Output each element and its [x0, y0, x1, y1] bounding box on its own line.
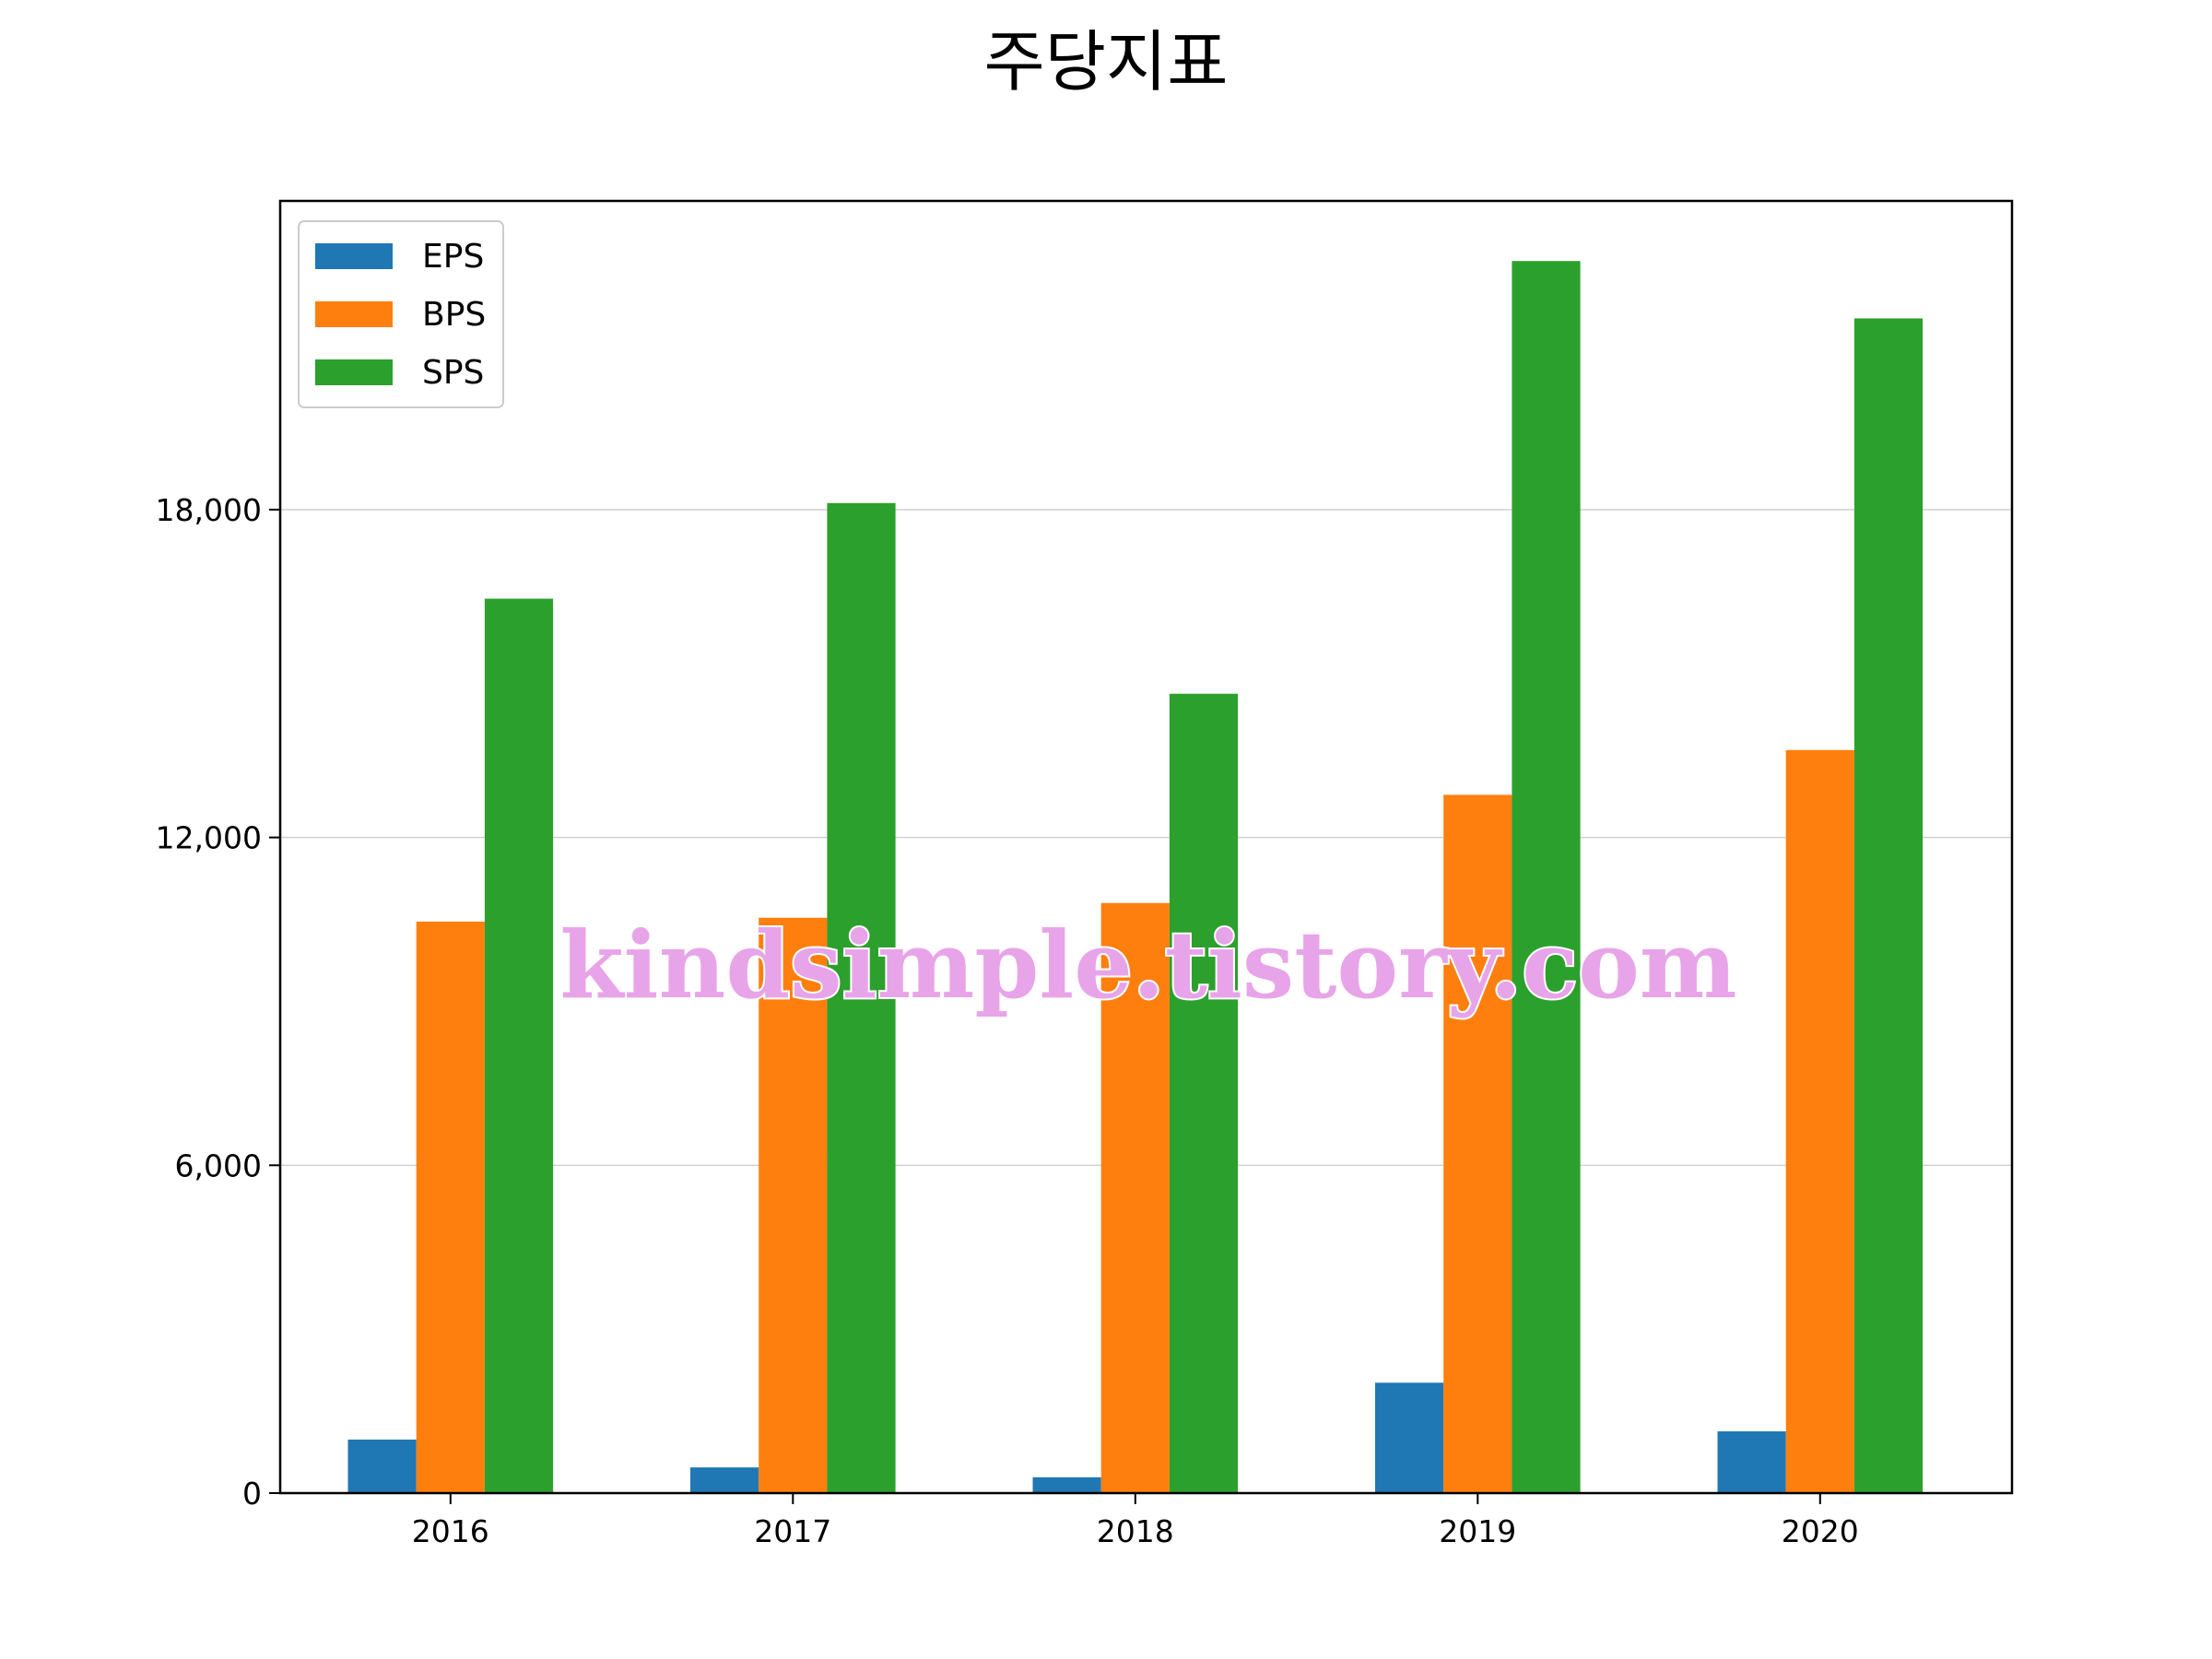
bar-eps-2020 — [1717, 1431, 1786, 1493]
bar-bps-2018 — [1100, 902, 1170, 1493]
bar-eps-2016 — [347, 1439, 417, 1493]
legend-label-eps: EPS — [422, 238, 484, 276]
legend-swatch-eps — [315, 243, 393, 269]
watermark-text: kindsimple.tistory.com — [559, 911, 1736, 1019]
legend: EPS BPS SPS — [298, 220, 504, 408]
bar-eps-2019 — [1375, 1382, 1444, 1493]
x-tick-label-2016: 2016 — [412, 1513, 489, 1549]
bar-eps-2018 — [1032, 1477, 1101, 1493]
y-tick-label-0: 0 — [242, 1476, 262, 1512]
x-tick-label-2019: 2019 — [1439, 1513, 1516, 1549]
bar-sps-2017 — [827, 502, 896, 1493]
bar-bps-2017 — [759, 917, 828, 1493]
chart-title: 주당지표 — [984, 23, 1229, 100]
plot-frame — [278, 199, 2014, 1495]
x-tick-label-2018: 2018 — [1097, 1513, 1174, 1549]
bar-eps-2017 — [690, 1467, 759, 1493]
y-axis: 0 6,000 12,000 18,000 — [156, 492, 280, 1512]
x-tick-label-2017: 2017 — [754, 1513, 831, 1549]
y-tick-label-3: 18,000 — [156, 492, 262, 528]
legend-swatch-bps — [315, 301, 393, 327]
bar-sps-2019 — [1512, 261, 1581, 1494]
x-tick-label-2020: 2020 — [1782, 1513, 1859, 1549]
bar-sps-2020 — [1853, 318, 1924, 1493]
bar-bps-2016 — [416, 921, 485, 1493]
bar-sps-2016 — [484, 598, 554, 1493]
bars — [347, 261, 1924, 1494]
bar-bps-2020 — [1785, 749, 1854, 1493]
legend-label-bps: BPS — [422, 296, 486, 334]
y-tick-label-2: 12,000 — [156, 820, 262, 856]
bar-bps-2019 — [1443, 794, 1512, 1493]
x-axis: 2016 2017 2018 2019 2020 — [412, 1493, 1859, 1549]
legend-swatch-sps — [315, 359, 393, 385]
legend-label-sps: SPS — [422, 354, 484, 392]
bar-sps-2018 — [1169, 693, 1239, 1493]
y-tick-label-1: 6,000 — [175, 1147, 262, 1183]
